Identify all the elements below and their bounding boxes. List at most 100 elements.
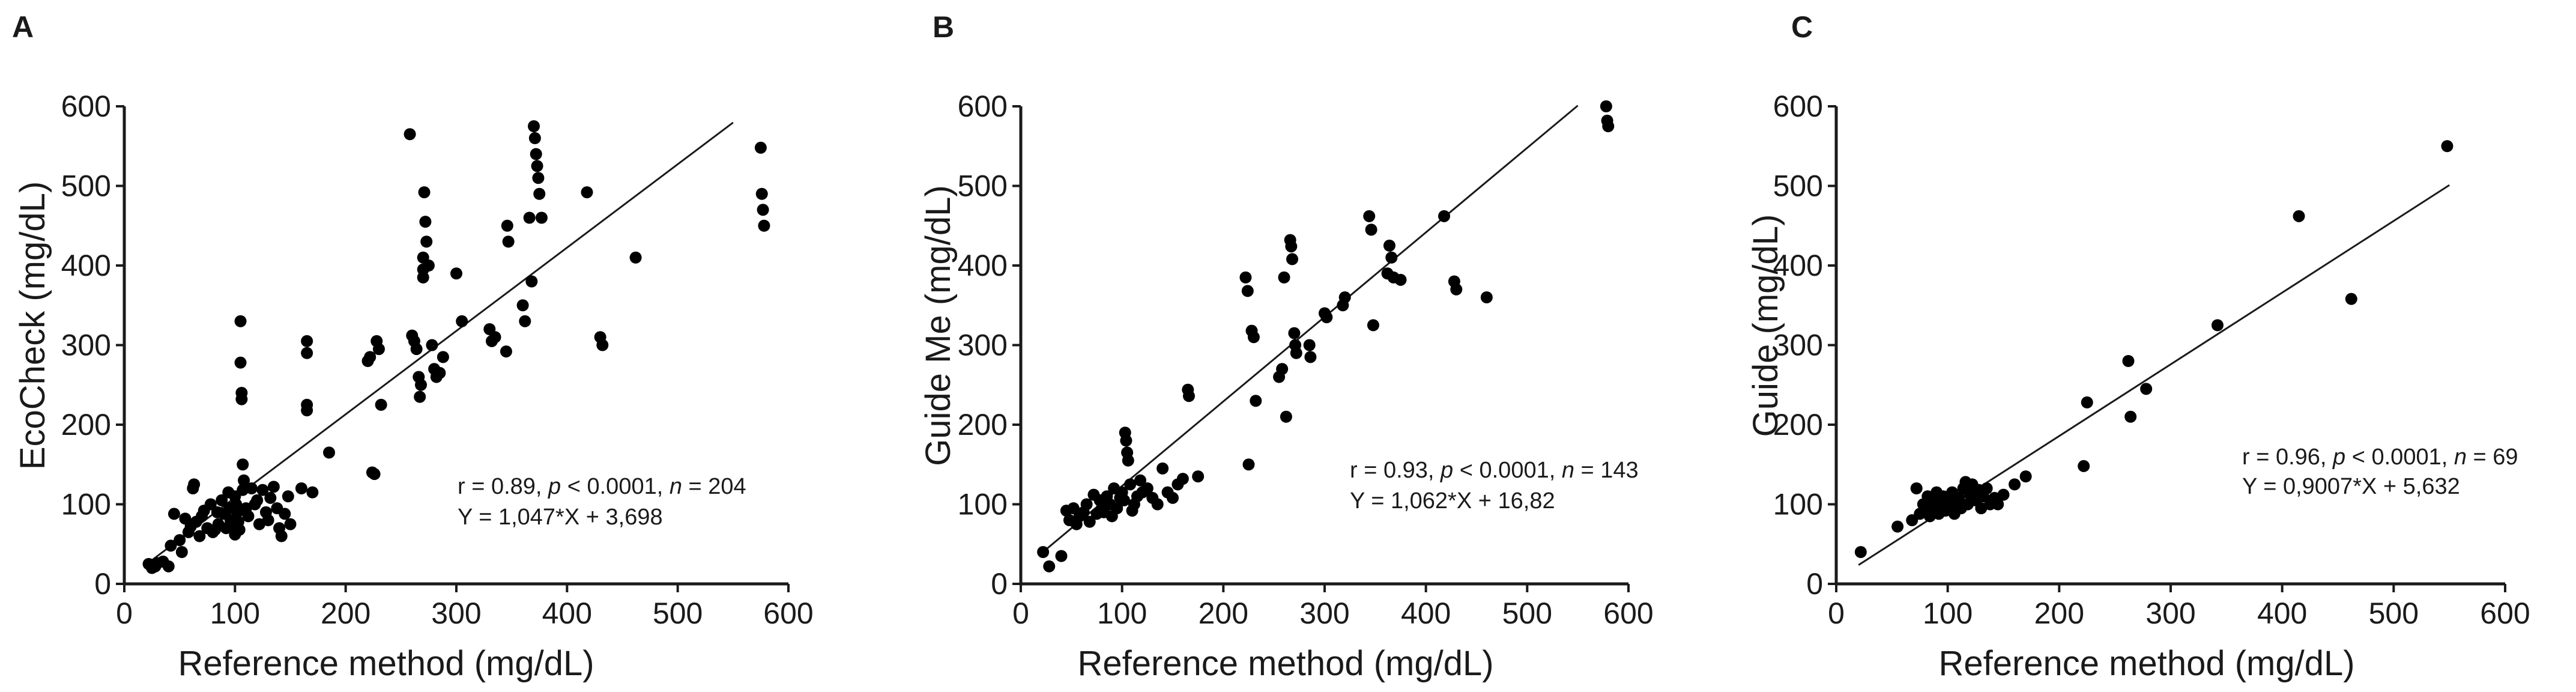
y-tick-label-c: 400 [1773, 249, 1823, 282]
data-point-a [533, 187, 546, 200]
data-point-b [1141, 482, 1153, 494]
data-point-a [404, 128, 416, 141]
data-point-a [581, 186, 593, 199]
data-point-a [165, 539, 177, 552]
data-point-a [301, 335, 313, 347]
stats-n-value-b: = 143 [1574, 458, 1639, 483]
data-point-b [1083, 515, 1096, 528]
data-point-c [2124, 410, 2137, 423]
data-point-a [174, 534, 186, 547]
data-point-b [1383, 239, 1395, 252]
y-tick-label-a: 300 [61, 329, 111, 362]
panel-letter-a: A [12, 10, 34, 44]
stats-r-a: r = 0.89, [458, 474, 548, 499]
data-point-a [301, 347, 313, 359]
data-point-b [1290, 347, 1302, 359]
stats-annotation-c: r = 0.96, p < 0.0001, n = 69 [2242, 445, 2518, 470]
x-tick-label-b: 400 [1401, 596, 1451, 630]
data-point-a [523, 211, 536, 224]
y-tick-label-b: 0 [991, 567, 1008, 601]
panel-letter-c: C [1791, 10, 1813, 44]
data-point-a [420, 235, 433, 248]
stats-annotation-a: r = 0.89, p < 0.0001, n = 204 [458, 474, 746, 499]
stats-p-value-a: < 0.0001, [561, 474, 670, 499]
data-point-a [368, 468, 381, 481]
x-axis-title-a: Reference method (mg/dL) [178, 644, 594, 683]
data-point-b [1176, 473, 1189, 485]
x-tick-label-b: 100 [1097, 596, 1147, 630]
data-point-b [1055, 550, 1068, 562]
data-point-a [275, 530, 288, 542]
data-point-a [256, 484, 269, 496]
data-point-a [502, 235, 515, 248]
data-point-b [1285, 240, 1298, 253]
data-point-b [1120, 434, 1132, 447]
x-tick-label-a: 200 [321, 596, 370, 630]
stats-n-value-c: = 69 [2467, 445, 2518, 470]
panel-a: A r = 0.89, p < 0.0001, n = 204 Y = 1,04… [12, 10, 814, 683]
data-point-a [755, 187, 768, 200]
data-point-a [251, 494, 264, 506]
stats-n-value-a: = 204 [682, 474, 746, 499]
data-point-a [516, 299, 529, 312]
data-point-b [1250, 395, 1262, 407]
x-tick-label-b: 0 [1012, 596, 1029, 630]
y-tick-label-c: 600 [1773, 90, 1823, 123]
regression-equation-c: Y = 0,9007*X + 5,632 [2242, 474, 2460, 499]
data-point-a [417, 271, 429, 284]
y-tick-label-c: 500 [1773, 169, 1823, 203]
data-point-a [279, 508, 291, 520]
data-point-b [1304, 351, 1317, 363]
data-point-a [500, 345, 512, 358]
data-point-a [419, 216, 432, 228]
data-point-c [1980, 482, 1993, 494]
y-tick-label-c: 200 [1773, 408, 1823, 442]
data-point-b [1438, 210, 1451, 222]
data-point-a [267, 481, 280, 493]
data-point-c [2009, 478, 2021, 491]
data-point-b [1320, 311, 1333, 324]
stats-r-b: r = 0.93, [1350, 458, 1441, 483]
data-point-a [175, 546, 188, 558]
x-tick-label-c: 100 [1923, 596, 1973, 630]
y-tick-label-a: 500 [61, 169, 111, 203]
data-point-a [532, 172, 545, 184]
x-tick-label-a: 500 [653, 596, 703, 630]
x-tick-label-c: 200 [2034, 596, 2084, 630]
data-point-b [1080, 498, 1093, 511]
data-point-a [426, 339, 438, 351]
y-tick-label-b: 400 [958, 249, 1008, 282]
data-point-a [235, 393, 248, 405]
data-point-a [204, 498, 217, 511]
data-point-b [1118, 494, 1131, 506]
data-point-c [2019, 470, 2032, 483]
y-axis-title-b: Guide Me (mg/dL) [919, 185, 958, 466]
data-point-a [758, 219, 770, 232]
data-point-b [1124, 478, 1137, 491]
data-point-c [1992, 498, 2004, 511]
stats-p-value-b: < 0.0001, [1453, 458, 1562, 483]
data-point-b [1151, 498, 1164, 511]
data-point-a [216, 494, 228, 506]
data-point-b [1241, 285, 1254, 297]
data-point-a [364, 351, 376, 363]
data-point-a [418, 186, 431, 199]
data-point-c [2078, 460, 2090, 472]
data-point-a [456, 315, 468, 327]
data-point-a [162, 560, 175, 572]
data-point-b [1394, 273, 1407, 286]
data-point-a [501, 219, 513, 232]
data-point-a [531, 160, 543, 172]
stats-p-value-c: < 0.0001, [2345, 445, 2454, 470]
data-point-a [295, 482, 307, 494]
y-tick-label-b: 200 [958, 408, 1008, 442]
data-point-a [282, 490, 294, 503]
data-point-b [1338, 291, 1351, 303]
y-tick-label-b: 300 [958, 329, 1008, 362]
data-point-a [284, 518, 297, 530]
y-tick-label-b: 100 [958, 488, 1008, 521]
data-point-a [188, 478, 201, 491]
x-tick-label-b: 200 [1199, 596, 1248, 630]
data-point-c [2140, 383, 2153, 395]
data-point-b [1037, 546, 1050, 558]
